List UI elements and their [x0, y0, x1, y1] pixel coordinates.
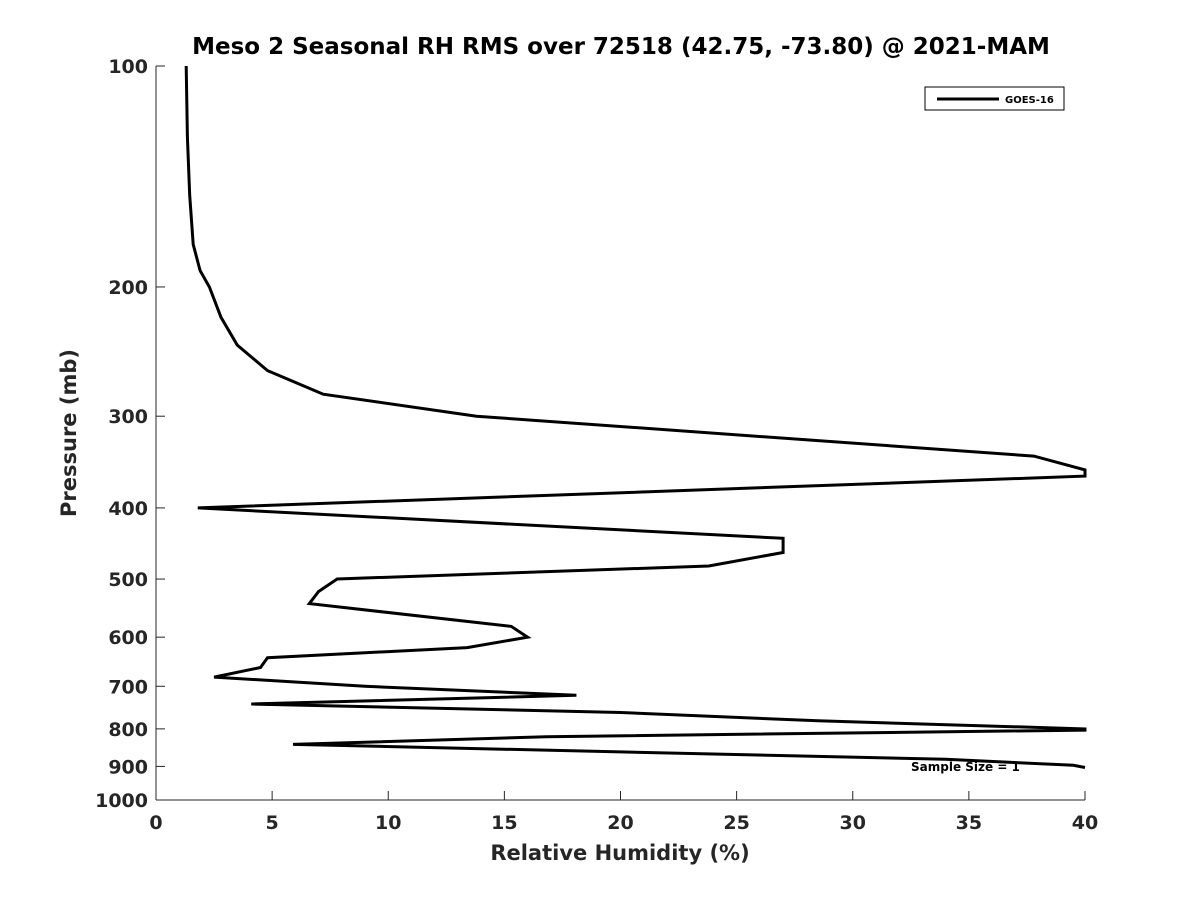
y-tick-label: 300 — [108, 406, 148, 428]
x-tick-label: 10 — [375, 812, 401, 834]
x-axis: 0 5 10 15 20 25 30 35 40 — [149, 791, 1098, 834]
x-tick-label: 40 — [1072, 812, 1098, 834]
x-tick-label: 15 — [491, 812, 517, 834]
y-axis: 100 200 300 400 500 600 700 800 900 1000 — [95, 56, 165, 812]
sample-size-annotation: Sample Size = 1 — [911, 760, 1020, 774]
y-tick-label: 500 — [108, 569, 148, 591]
x-tick-label: 5 — [266, 812, 279, 834]
x-tick-label: 35 — [956, 812, 982, 834]
y-tick-label: 400 — [108, 498, 148, 520]
series-line-goes-16 — [184, 65, 1087, 769]
series-layer — [184, 65, 1087, 769]
chart-title: Meso 2 Seasonal RH RMS over 72518 (42.75… — [192, 34, 1050, 60]
legend-label: GOES-16 — [1005, 95, 1054, 106]
y-tick-label: 600 — [108, 627, 148, 649]
y-tick-label: 900 — [108, 756, 148, 778]
x-tick-label: 0 — [149, 812, 162, 834]
legend: GOES-16 — [924, 86, 1065, 111]
y-axis-label: Pressure (mb) — [57, 349, 81, 517]
x-tick-label: 25 — [723, 812, 749, 834]
y-tick-label: 800 — [108, 719, 148, 741]
x-tick-label: 30 — [840, 812, 866, 834]
x-tick-label: 20 — [607, 812, 633, 834]
y-tick-label: 1000 — [95, 790, 148, 812]
y-tick-label: 100 — [108, 56, 148, 78]
y-tick-label: 200 — [108, 277, 148, 299]
y-tick-label: 700 — [108, 676, 148, 698]
x-axis-label: Relative Humidity (%) — [490, 841, 749, 865]
